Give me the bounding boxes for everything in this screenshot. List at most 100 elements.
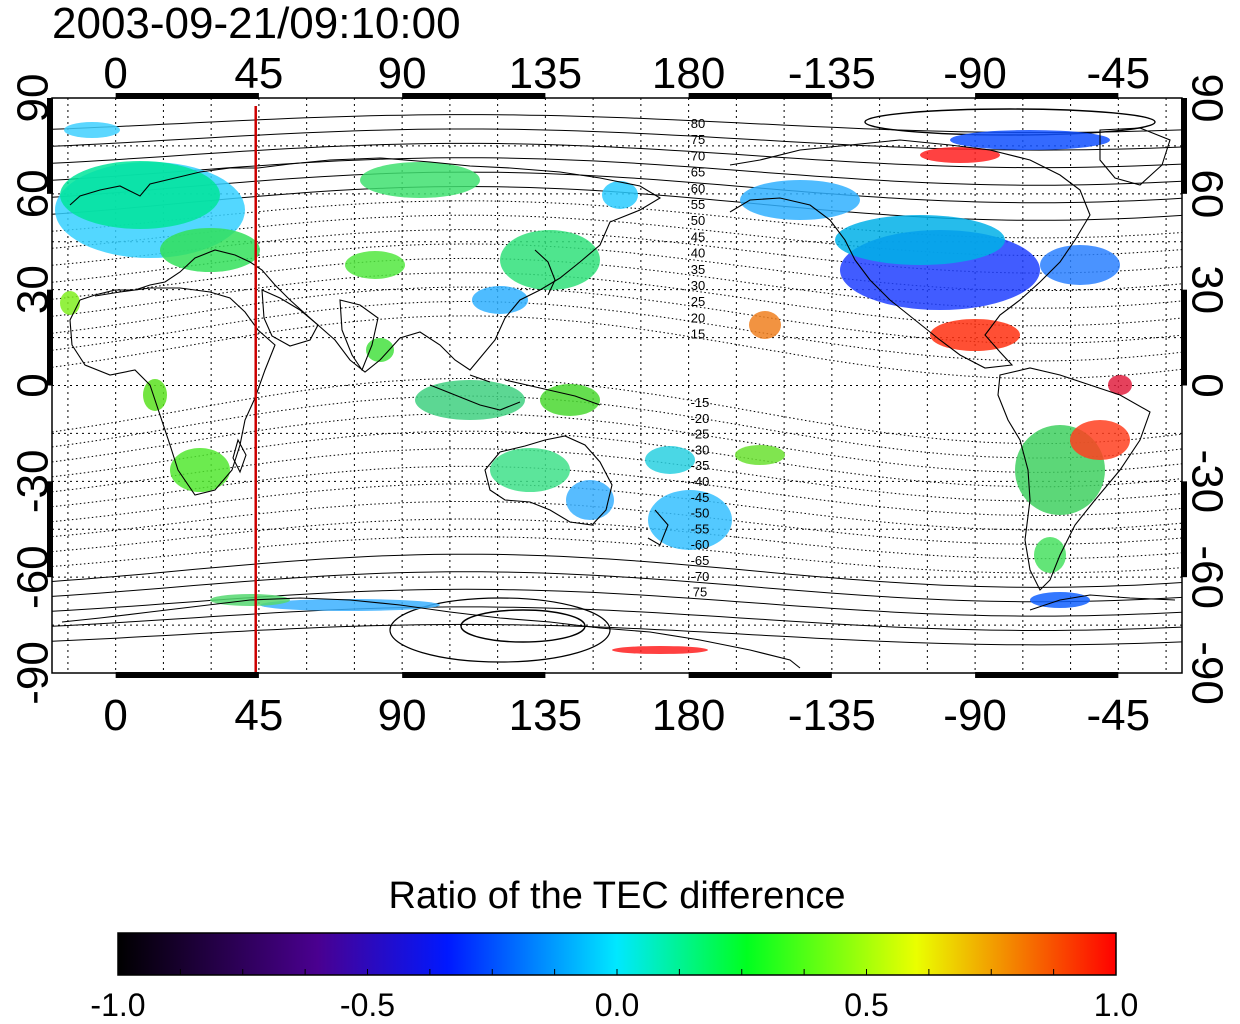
lon-tick-label-top: 90 [378, 49, 427, 98]
tec-ratio-patch [648, 490, 732, 550]
axis-band-right [1181, 98, 1187, 194]
colorbar-tick-label: 0.0 [595, 987, 639, 1023]
lon-tick-label-bottom: -90 [943, 691, 1007, 740]
tec-ratio-patch [60, 161, 220, 229]
tec-ratio-patch [566, 480, 614, 520]
magnetic-contour [52, 430, 1182, 488]
tec-ratio-patch [1040, 245, 1120, 285]
contour-label: 20 [691, 310, 705, 325]
colorbar-tick-label: 0.5 [844, 987, 888, 1023]
tec-ratio-patch [160, 228, 260, 272]
contour-label: 70 [691, 148, 705, 163]
contour-label: -40 [691, 474, 710, 489]
lon-tick-label-top: -45 [1087, 49, 1151, 98]
magnetic-contour [52, 536, 1182, 574]
colorbar-tick-label: 1.0 [1094, 987, 1138, 1023]
contour-label: 40 [691, 246, 705, 261]
colorbar-title: Ratio of the TEC difference [389, 875, 846, 917]
magnetic-contour [52, 413, 1182, 473]
contour-label: 55 [691, 197, 705, 212]
tec-ratio-patch [60, 291, 80, 315]
magnetic-contour [52, 571, 1182, 603]
coastline-new-zealand [647, 509, 669, 546]
contour-label: -35 [691, 458, 710, 473]
contour-label: -30 [691, 442, 710, 457]
contour-label: 30 [691, 278, 705, 293]
tec-ratio-patch [1034, 537, 1066, 573]
tec-ratio-patch [500, 230, 600, 290]
tec-ratio-patch [920, 147, 1000, 163]
coastline-eurasia [69, 157, 662, 373]
coastline-japan [534, 249, 556, 296]
magnetic-contour [52, 553, 1182, 588]
tec-ratio-patch [64, 122, 120, 138]
coastline-south-america [997, 367, 1151, 591]
lon-tick-label-bottom: 0 [103, 691, 127, 740]
contour-label: 50 [691, 213, 705, 228]
colorbar-ticks: -1.0 -0.5 0.0 0.5 1.0 [90, 969, 1138, 1023]
lon-tick-label-bottom: -45 [1087, 691, 1151, 740]
tec-ratio-patch [170, 448, 230, 492]
contour-label: -50 [691, 506, 710, 521]
lon-tick-label-bottom: 180 [652, 691, 725, 740]
coastline-arabia [261, 289, 319, 347]
tec-ratio-patch [930, 319, 1020, 351]
lon-tick-label-top: -90 [943, 49, 1007, 98]
contour-label: -15 [691, 395, 710, 410]
tec-ratio-patch [749, 311, 781, 339]
lat-tick-label-right: -30 [1182, 450, 1231, 514]
magnetic-contour [52, 142, 1182, 169]
coastline-madagascar [232, 438, 247, 474]
axis-band-left [47, 481, 53, 578]
colorbar: Ratio of the TEC difference -1.0 -0.5 0.0 0… [90, 875, 1138, 1023]
magnetic-contour [52, 623, 1182, 646]
contour-label: 15 [691, 327, 705, 342]
contour-labels: 8075706560555045403530252015-15-20-25-30… [691, 116, 710, 600]
lon-tick-label-bottom: 45 [234, 691, 283, 740]
contour-label: 65 [691, 165, 705, 180]
contour-label: 60 [691, 181, 705, 196]
tec-ratio-patch [490, 448, 570, 492]
axis-band-top [688, 93, 832, 99]
contour-label: 25 [691, 294, 705, 309]
colorbar-tick-label: -1.0 [90, 987, 145, 1023]
tec-ratio-patch [1070, 420, 1130, 460]
tec-ratio-patch [360, 162, 480, 198]
contour-label: -55 [691, 521, 710, 536]
contour-label: 75 [693, 585, 707, 600]
magnetic-contour [52, 300, 1182, 362]
coastline-india [339, 299, 379, 372]
tec-ratio-patch [645, 446, 695, 474]
tec-ratio-patch [950, 130, 1110, 150]
contour-label: -25 [691, 427, 710, 442]
tec-ratio-patch [540, 384, 600, 416]
magnetic-contour [52, 501, 1182, 545]
tec-ratio-patch [612, 646, 708, 654]
map-panel: 8075706560555045403530252015-15-20-25-30… [9, 49, 1232, 740]
magnetic-contour [52, 315, 1182, 380]
axis-band-top [115, 93, 259, 99]
axis-band-top [975, 93, 1119, 99]
axis-band-bottom [402, 672, 546, 678]
contour-label: -65 [691, 553, 710, 568]
contour-label: 45 [691, 229, 705, 244]
lat-tick-label-right: 90 [1182, 74, 1231, 123]
contour-label: 75 [691, 132, 705, 147]
lat-tick-label-right: 60 [1182, 169, 1231, 218]
axis-band-top [402, 93, 546, 99]
magnetic-latitude-contours [52, 108, 1182, 663]
lon-tick-label-top: 45 [234, 49, 283, 98]
lon-tick-label-bottom: -135 [788, 691, 876, 740]
tec-ratio-patch [735, 445, 785, 465]
lat-tick-label-right: -90 [1182, 641, 1231, 705]
axis-band-bottom [975, 672, 1119, 678]
coastline-australia [484, 435, 613, 526]
south-magnetic-contour-outer [389, 597, 611, 663]
tec-ratio-patch [835, 215, 1005, 265]
lat-tick-label-right: -60 [1182, 545, 1231, 609]
lon-tick-label-top: 180 [652, 49, 725, 98]
contour-label: -60 [691, 537, 710, 552]
axis-band-bottom [115, 672, 259, 678]
coastline-se-asia [429, 374, 601, 411]
